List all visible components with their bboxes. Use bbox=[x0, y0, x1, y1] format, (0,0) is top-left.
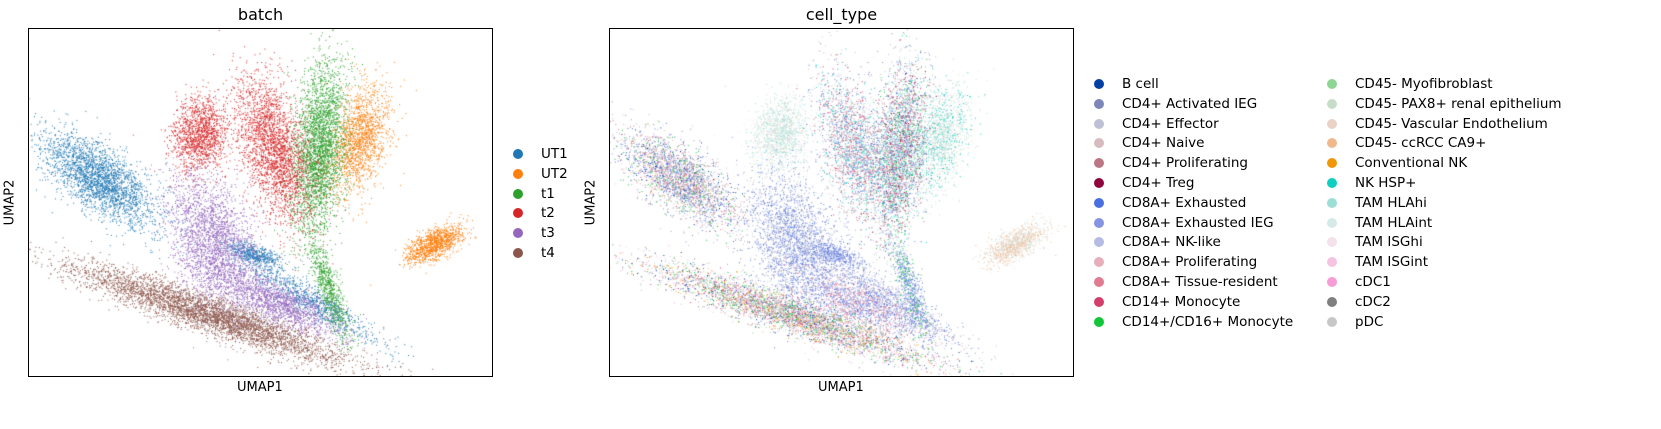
legend-marker bbox=[1327, 296, 1337, 307]
legend-marker bbox=[1327, 98, 1337, 109]
legend-label: CD4+ Naive bbox=[1122, 135, 1205, 152]
legend-label: UT1 bbox=[541, 146, 568, 162]
legend-label: t4 bbox=[541, 245, 555, 261]
legend-label: TAM ISGhi bbox=[1355, 234, 1423, 251]
legend-marker bbox=[1094, 277, 1104, 287]
batch-y-axis-label: UMAP2 bbox=[2, 179, 18, 226]
legend-marker bbox=[1094, 296, 1104, 307]
legend-label: TAM HLAint bbox=[1355, 214, 1433, 231]
legend-marker bbox=[1327, 197, 1337, 208]
batch-plot-title: batch bbox=[237, 5, 284, 24]
legend-label: CD4+ Activated IEG bbox=[1122, 95, 1258, 112]
legend-marker bbox=[1327, 277, 1337, 287]
legend-label: CD4+ Proliferating bbox=[1122, 155, 1248, 172]
legend-marker bbox=[1327, 138, 1337, 149]
legend-label: cDC1 bbox=[1355, 274, 1391, 290]
legend-label: TAM HLAhi bbox=[1355, 194, 1427, 211]
legend-label: Conventional NK bbox=[1355, 155, 1468, 172]
legend-marker bbox=[1094, 138, 1104, 149]
legend-label: CD8A+ NK-like bbox=[1122, 234, 1221, 251]
legend-label: CD45- Vascular Endothelium bbox=[1355, 115, 1548, 132]
legend-label: CD8A+ Tissue-resident bbox=[1122, 274, 1278, 290]
legend-label: CD45- PAX8+ renal epithelium bbox=[1355, 95, 1562, 112]
cell-type-scatter-plot bbox=[609, 28, 1074, 377]
legend-marker bbox=[1327, 79, 1337, 89]
legend-marker bbox=[513, 149, 523, 159]
legend-marker bbox=[1094, 316, 1104, 327]
legend-label: B cell bbox=[1122, 76, 1159, 92]
legend-label: CD8A+ Proliferating bbox=[1122, 254, 1258, 271]
legend-label: CD4+ Effector bbox=[1122, 115, 1219, 132]
batch-scatter-plot bbox=[28, 28, 493, 377]
legend-label: CD8A+ Exhausted bbox=[1122, 194, 1247, 211]
legend-marker bbox=[1327, 257, 1337, 268]
legend-marker bbox=[513, 168, 523, 179]
legend-label: t3 bbox=[541, 225, 555, 242]
legend-marker bbox=[1094, 79, 1104, 89]
legend-label: CD45- Myofibroblast bbox=[1355, 76, 1493, 92]
legend-marker bbox=[513, 188, 523, 199]
cell-type-x-axis-label: UMAP1 bbox=[818, 380, 864, 395]
cell-type-plot-title: cell_type bbox=[805, 5, 878, 24]
legend-label: cDC2 bbox=[1355, 293, 1391, 310]
legend-label: CD8A+ Exhausted IEG bbox=[1122, 214, 1274, 231]
legend-marker bbox=[1327, 118, 1337, 129]
legend-marker bbox=[1327, 178, 1337, 188]
legend-marker bbox=[1094, 98, 1104, 109]
legend-label: pDC bbox=[1355, 313, 1384, 330]
legend-marker bbox=[1327, 316, 1337, 327]
batch-x-axis-label: UMAP1 bbox=[237, 380, 283, 395]
legend-label: TAM ISGint bbox=[1355, 254, 1428, 271]
legend-marker bbox=[513, 248, 523, 258]
legend-marker bbox=[513, 208, 523, 219]
legend-marker bbox=[1094, 197, 1104, 208]
legend-label: t2 bbox=[541, 205, 555, 222]
legend-label: CD14+/CD16+ Monocyte bbox=[1122, 313, 1294, 330]
legend-marker bbox=[1094, 257, 1104, 268]
legend-marker bbox=[1094, 178, 1104, 188]
legend-label: t1 bbox=[541, 185, 555, 202]
cell-type-y-axis-label: UMAP2 bbox=[583, 179, 599, 226]
legend-marker bbox=[513, 228, 523, 239]
legend-marker bbox=[1327, 237, 1337, 248]
legend-label: CD45- ccRCC CA9+ bbox=[1355, 135, 1487, 152]
legend-marker bbox=[1094, 118, 1104, 129]
legend-label: NK HSP+ bbox=[1355, 175, 1417, 191]
legend-label: CD14+ Monocyte bbox=[1122, 293, 1241, 310]
legend-label: CD4+ Treg bbox=[1122, 175, 1195, 191]
legend-marker bbox=[1327, 217, 1337, 228]
legend-marker bbox=[1327, 158, 1337, 169]
legend-marker bbox=[1094, 217, 1104, 228]
legend-marker bbox=[1094, 237, 1104, 248]
legend-marker bbox=[1094, 158, 1104, 169]
legend-label: UT2 bbox=[541, 165, 568, 182]
